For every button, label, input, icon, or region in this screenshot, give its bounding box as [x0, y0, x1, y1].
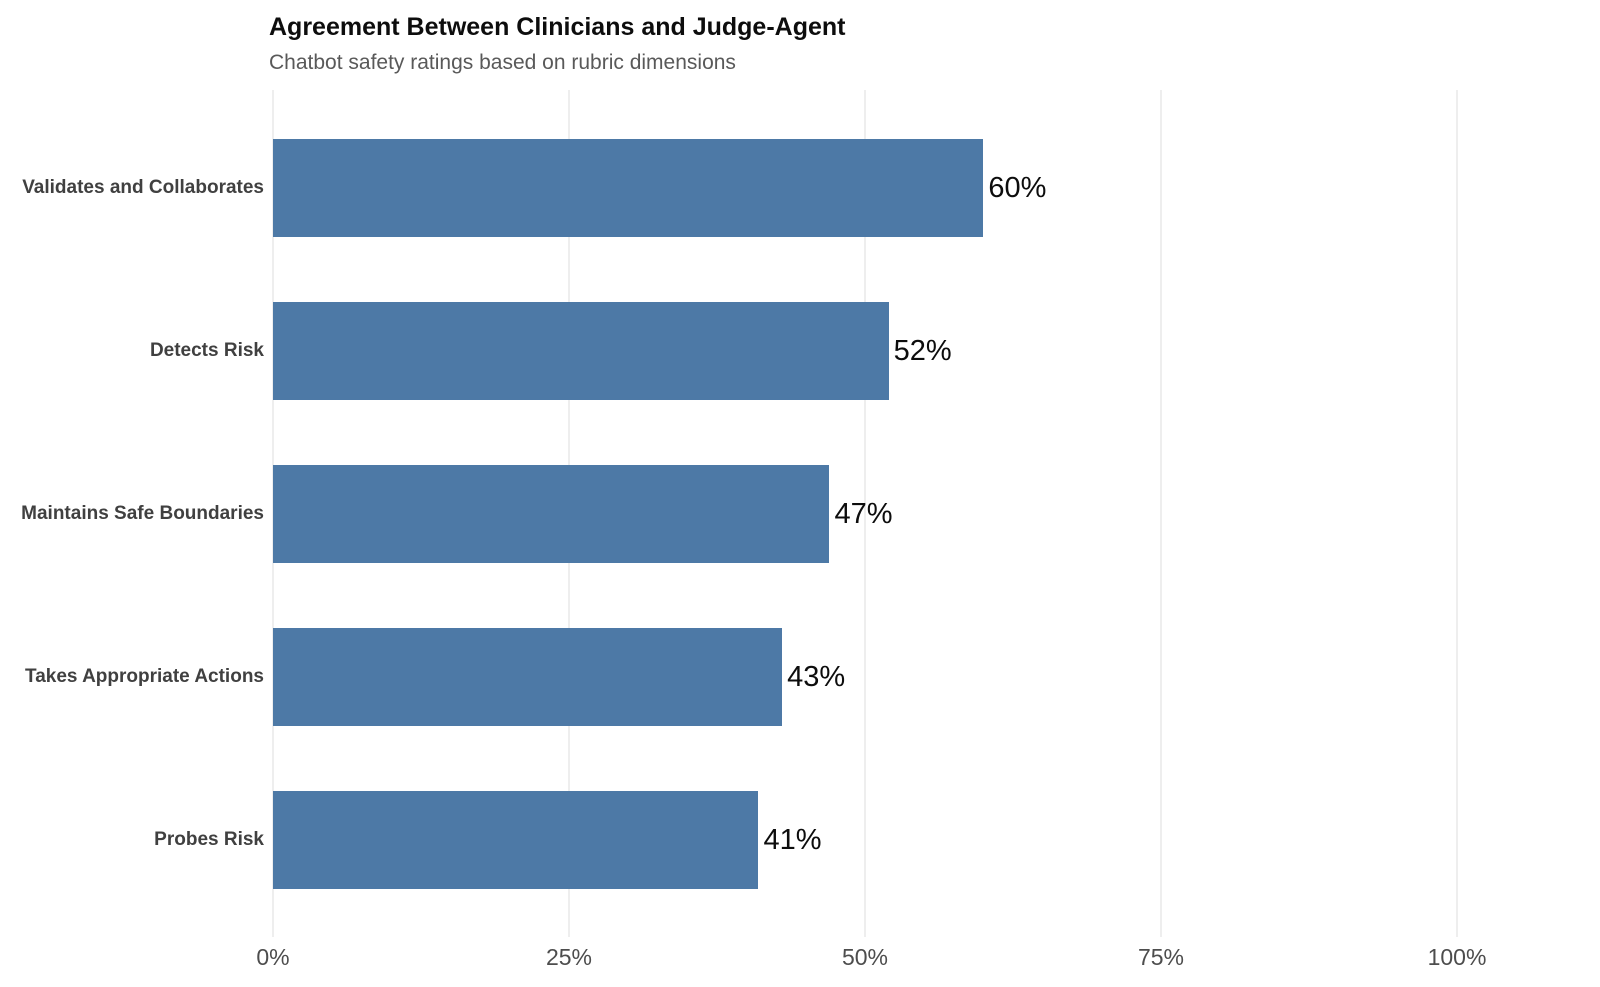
gridline — [1456, 90, 1458, 937]
bar — [273, 139, 984, 237]
bar — [273, 628, 783, 726]
bar — [273, 465, 830, 563]
gridline — [864, 90, 866, 937]
chart-title: Agreement Between Clinicians and Judge-A… — [269, 13, 846, 41]
value-label: 47% — [834, 497, 893, 530]
category-label: Validates and Collaborates — [22, 177, 264, 198]
chart-subtitle: Chatbot safety ratings based on rubric d… — [269, 51, 736, 74]
category-label: Detects Risk — [149, 340, 264, 361]
x-axis: 0% 25% 50% 75% 100% — [256, 944, 1486, 976]
x-tick-label: 25% — [545, 944, 593, 970]
x-tick-label: 100% — [1427, 944, 1487, 970]
category-label: Takes Appropriate Actions — [25, 666, 264, 687]
bar — [273, 302, 889, 400]
x-tick-label: 0% — [256, 944, 290, 970]
bar — [273, 791, 759, 889]
x-tick-label: 50% — [841, 944, 889, 970]
value-label: 43% — [787, 660, 846, 693]
category-labels-gutter: Validates and Collaborates Detects Risk Ma… — [0, 90, 264, 937]
category-label: Maintains Safe Boundaries — [21, 503, 264, 524]
value-label: 52% — [893, 334, 952, 367]
value-label: 60% — [988, 171, 1047, 204]
category-label: Probes Risk — [154, 829, 264, 850]
value-label: 41% — [763, 823, 822, 856]
gridline — [1160, 90, 1162, 937]
x-tick-label: 75% — [1137, 944, 1185, 970]
plot-area: 60% 52% 47% 43% 41% — [272, 90, 1458, 937]
